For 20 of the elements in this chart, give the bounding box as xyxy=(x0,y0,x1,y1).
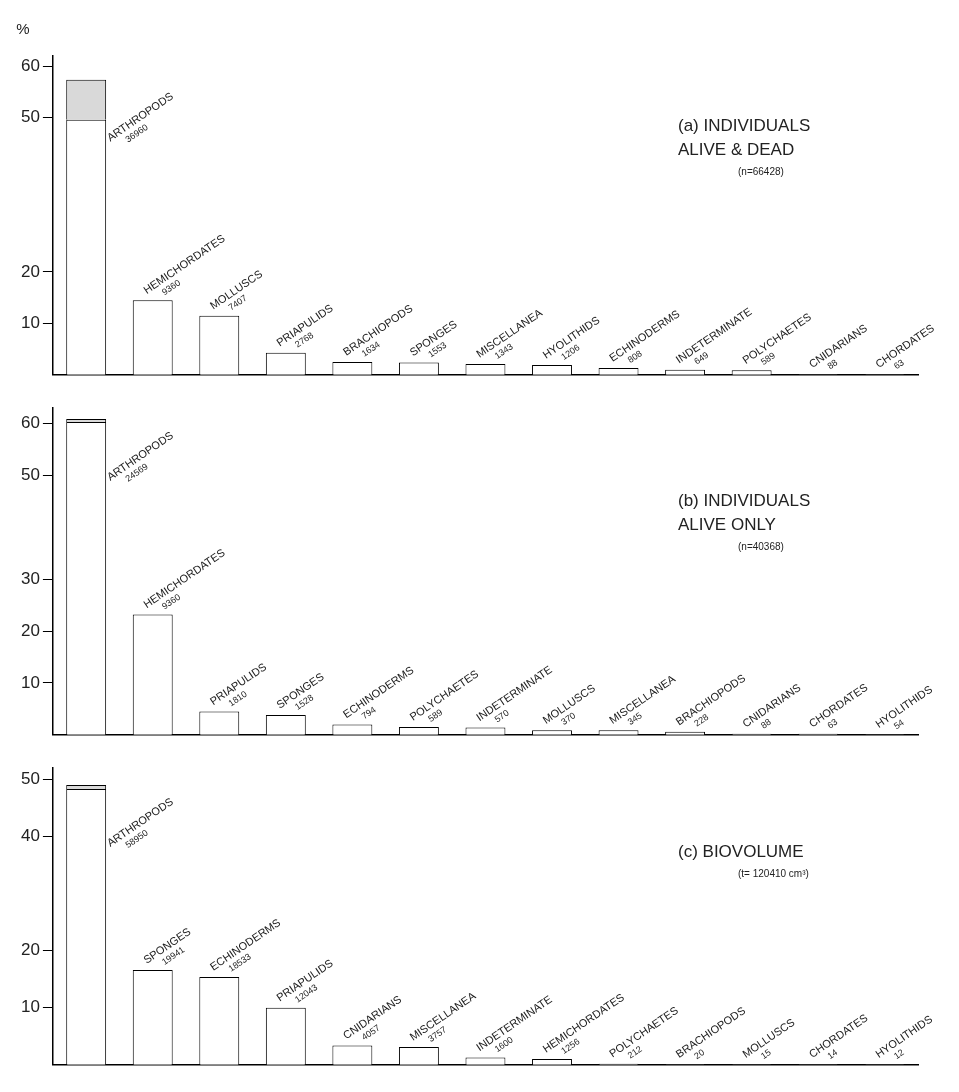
text: (b) INDIVIDUALS ALIVE ONLY xyxy=(678,489,812,536)
y-tick-label: 60 xyxy=(20,55,40,75)
text: (n=40368) xyxy=(737,540,785,552)
y-tick-label: 10 xyxy=(20,997,40,1017)
y-tick-label: 10 xyxy=(20,313,40,333)
text: (n=66428) xyxy=(737,166,785,178)
y-tick-label: 60 xyxy=(20,413,40,433)
y-tick-label: 20 xyxy=(20,261,40,281)
y-axis-title: % xyxy=(16,20,30,37)
y-tick-label: 30 xyxy=(20,568,40,588)
y-tick-label: 20 xyxy=(20,620,40,640)
y-tick-label: 10 xyxy=(20,672,40,692)
text: (a) INDIVIDUALS ALIVE & DEAD xyxy=(678,115,812,162)
y-tick-label: 50 xyxy=(20,465,40,485)
text: (c) BIOVOLUME xyxy=(678,841,805,864)
text: (t= 120410 cm³) xyxy=(737,868,810,880)
y-tick-label: 20 xyxy=(20,940,40,960)
y-tick-label: 50 xyxy=(20,107,40,127)
y-tick-label: 50 xyxy=(20,769,40,789)
y-tick-label: 40 xyxy=(20,826,40,846)
